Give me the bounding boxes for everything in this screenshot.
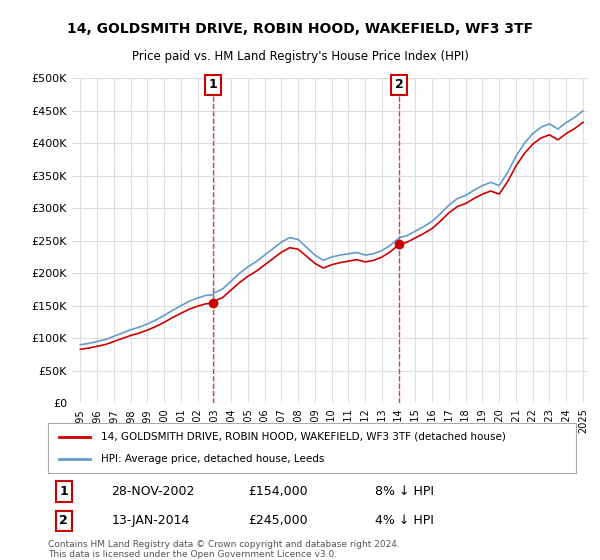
Text: HPI: Average price, detached house, Leeds: HPI: Average price, detached house, Leed… [101,454,324,464]
Text: This data is licensed under the Open Government Licence v3.0.: This data is licensed under the Open Gov… [48,550,337,559]
Text: 14, GOLDSMITH DRIVE, ROBIN HOOD, WAKEFIELD, WF3 3TF: 14, GOLDSMITH DRIVE, ROBIN HOOD, WAKEFIE… [67,22,533,36]
Text: 8% ↓ HPI: 8% ↓ HPI [376,485,434,498]
Text: 14, GOLDSMITH DRIVE, ROBIN HOOD, WAKEFIELD, WF3 3TF (detached house): 14, GOLDSMITH DRIVE, ROBIN HOOD, WAKEFIE… [101,432,506,442]
Text: 2: 2 [395,78,404,91]
Text: £154,000: £154,000 [248,485,308,498]
Text: 1: 1 [59,485,68,498]
Text: 4% ↓ HPI: 4% ↓ HPI [376,514,434,528]
Text: £245,000: £245,000 [248,514,308,528]
Text: 1: 1 [209,78,217,91]
Text: 13-JAN-2014: 13-JAN-2014 [112,514,190,528]
Text: 2: 2 [59,514,68,528]
Text: 28-NOV-2002: 28-NOV-2002 [112,485,195,498]
Text: Price paid vs. HM Land Registry's House Price Index (HPI): Price paid vs. HM Land Registry's House … [131,50,469,63]
Text: Contains HM Land Registry data © Crown copyright and database right 2024.: Contains HM Land Registry data © Crown c… [48,540,400,549]
